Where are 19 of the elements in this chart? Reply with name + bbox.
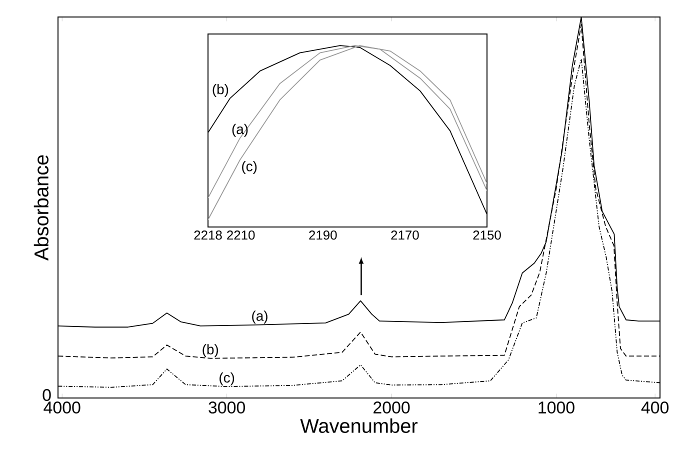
x-tick-label: 2190 <box>309 230 337 240</box>
series-label: (b) <box>212 84 228 97</box>
series-label: (c) <box>220 372 234 386</box>
series-label: (a) <box>232 124 248 137</box>
x-tick-label: 400 <box>641 402 669 414</box>
x-axis-title: Wavenumber <box>300 418 418 433</box>
x-tick-label: 2000 <box>374 402 410 414</box>
x-tick-label: 2170 <box>391 230 419 240</box>
text: 0 <box>42 388 51 401</box>
x-tick-label: 2218 <box>194 230 222 240</box>
x-tick-label: 4000 <box>44 402 80 414</box>
y-axis-title: Absorbance <box>34 155 48 261</box>
x-tick-label: 2210 <box>227 230 255 240</box>
series-label: (c) <box>242 161 257 174</box>
x-tick-label: 1000 <box>538 402 574 414</box>
x-tick-label: 2150 <box>473 230 501 240</box>
series-label: (a) <box>252 310 268 324</box>
x-tick-label: 3000 <box>208 402 246 414</box>
series-label: (b) <box>202 344 218 358</box>
